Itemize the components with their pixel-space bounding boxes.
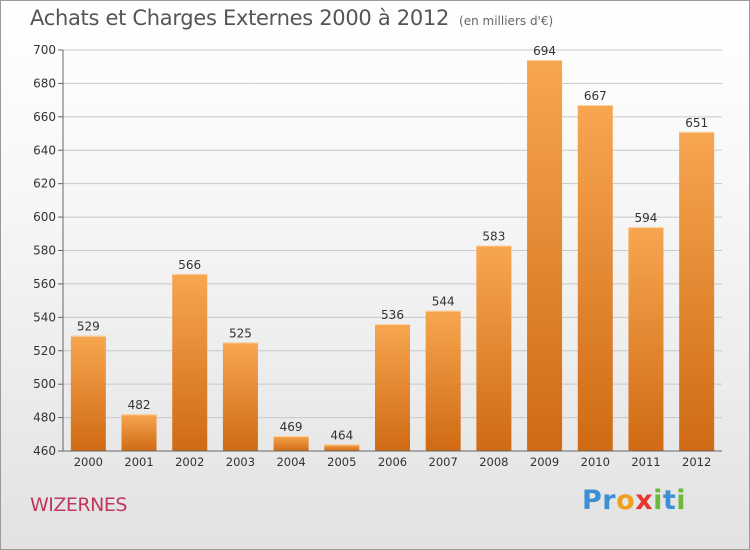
chart-subtitle: (en milliers d'€): [459, 14, 554, 28]
logo-letter: i: [653, 485, 663, 516]
x-tick-label: 2010: [581, 455, 610, 469]
x-tick-label: 2004: [276, 455, 305, 469]
logo-letter: P: [582, 485, 603, 516]
bar-value-label: 544: [432, 295, 455, 309]
bar-2000: [70, 335, 106, 451]
y-tick-label: 600: [33, 210, 56, 224]
bar-value-label: 482: [128, 398, 151, 412]
bar-value-label: 594: [635, 211, 658, 225]
chart-title: Achats et Charges Externes 2000 à 2012 (e…: [30, 6, 553, 30]
x-tick-label: 2000: [74, 455, 103, 469]
y-tick-label: 560: [33, 277, 56, 291]
bar-2007: [425, 310, 461, 451]
x-tick-label: 2001: [124, 455, 153, 469]
y-tick-label: 620: [33, 177, 56, 191]
bar-value-label: 525: [229, 326, 252, 340]
bar-value-label: 536: [381, 308, 404, 322]
bar-value-label: 651: [685, 116, 708, 130]
bars: 529 482 566 525 469 464 536 544 583 694 667 594 651: [70, 44, 715, 452]
proxiti-logo[interactable]: Proxiti: [582, 485, 686, 516]
x-tick-label: 2011: [631, 455, 660, 469]
bar-value-label: 529: [77, 320, 100, 334]
x-tick-label: 2005: [327, 455, 356, 469]
y-tick-label: 660: [33, 110, 56, 124]
bar-value-label: 583: [482, 229, 505, 243]
axes: 460 480 500 520 540 560 580 600 620 640 660 680 700 2…: [33, 43, 722, 469]
bar-2002: [172, 273, 208, 451]
x-tick-label: 2012: [682, 455, 711, 469]
y-tick-label: 700: [33, 43, 56, 57]
x-tick-label: 2003: [226, 455, 255, 469]
commune-name: WIZERNES: [30, 494, 127, 516]
y-tick-label: 460: [33, 444, 56, 458]
bar-2001: [121, 414, 157, 451]
x-tick-label: 2009: [530, 455, 559, 469]
logo-letter: i: [676, 485, 687, 516]
bar-value-label: 667: [584, 89, 607, 103]
bar-value-label: 694: [533, 44, 556, 58]
bar-2009: [527, 60, 563, 452]
bar-2011: [628, 227, 664, 451]
bar-value-label: 566: [178, 258, 201, 272]
y-tick-label: 680: [33, 76, 56, 90]
bar-2003: [222, 342, 258, 451]
bar-2004: [273, 435, 309, 451]
bar-2005: [324, 444, 360, 451]
y-tick-label: 480: [33, 411, 56, 425]
y-tick-label: 540: [33, 310, 56, 324]
bar-value-label: 464: [330, 428, 353, 442]
chart-title-text: Achats et Charges Externes 2000 à 2012: [30, 6, 450, 30]
x-tick-label: 2006: [378, 455, 407, 469]
y-tick-label: 640: [33, 143, 56, 157]
y-tick-label: 580: [33, 244, 56, 258]
bar-value-label: 469: [280, 420, 303, 434]
y-tick-label: 520: [33, 344, 56, 358]
x-tick-label: 2002: [175, 455, 204, 469]
x-tick-label: 2007: [429, 455, 458, 469]
logo-letter: o: [616, 485, 636, 516]
x-tick-label: 2008: [479, 455, 508, 469]
bar-2010: [577, 105, 613, 451]
bar-2008: [476, 245, 512, 451]
logo-letter: t: [662, 485, 677, 516]
bar-2012: [679, 131, 715, 451]
bar-2006: [375, 324, 410, 451]
y-tick-label: 500: [33, 377, 56, 391]
logo-letter: r: [602, 485, 617, 516]
logo-letter: x: [635, 485, 654, 516]
